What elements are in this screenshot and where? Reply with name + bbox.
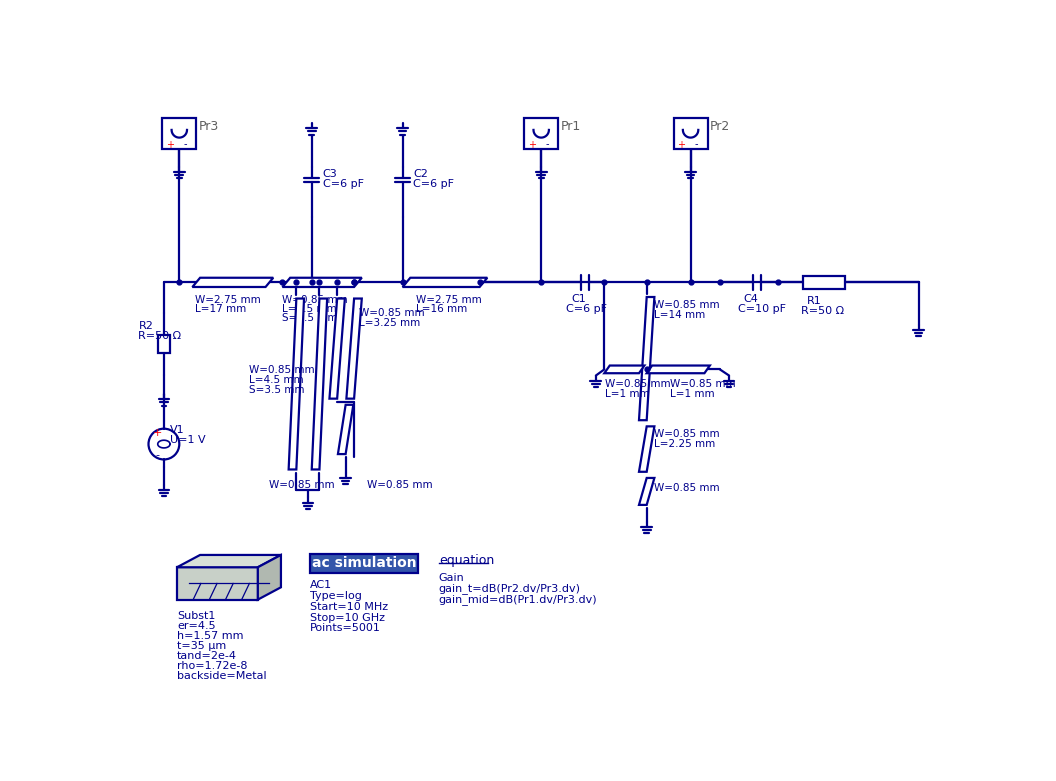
Text: W=0.85 mm: W=0.85 mm [282, 294, 348, 305]
Text: Pr3: Pr3 [199, 120, 219, 133]
Text: W=0.85 mm: W=0.85 mm [655, 483, 720, 494]
Text: R=50 Ω: R=50 Ω [138, 331, 182, 341]
Text: W=0.85 mm: W=0.85 mm [269, 480, 335, 490]
Text: gain_mid=dB(Pr1.dv/Pr3.dv): gain_mid=dB(Pr1.dv/Pr3.dv) [439, 594, 598, 605]
Text: R2: R2 [138, 321, 153, 331]
Polygon shape [329, 298, 345, 398]
Text: backside=Metal: backside=Metal [177, 671, 266, 681]
Text: Stop=10 GHz: Stop=10 GHz [310, 613, 385, 622]
Text: L=14 mm: L=14 mm [655, 310, 705, 320]
Polygon shape [282, 278, 362, 287]
Text: Pr2: Pr2 [710, 120, 730, 133]
Text: W=0.85 mm: W=0.85 mm [670, 379, 735, 389]
Bar [163, 119, 196, 149]
Text: tand=2e-4: tand=2e-4 [177, 651, 237, 662]
Text: er=4.5: er=4.5 [177, 621, 215, 631]
Text: C=6 pF: C=6 pF [322, 179, 363, 189]
Text: S=3.5 mm: S=3.5 mm [282, 313, 338, 323]
Polygon shape [346, 298, 362, 398]
Text: C3: C3 [322, 169, 337, 179]
Polygon shape [646, 366, 710, 373]
Text: L=17 mm: L=17 mm [194, 304, 246, 314]
Text: L=6.5 mm: L=6.5 mm [282, 304, 337, 314]
Bar [524, 119, 559, 149]
Text: C4: C4 [743, 294, 758, 304]
Text: gain_t=dB(Pr2.dv/Pr3.dv): gain_t=dB(Pr2.dv/Pr3.dv) [439, 583, 581, 594]
Text: t=35 μm: t=35 μm [177, 641, 226, 651]
Text: +: + [166, 140, 174, 149]
Text: V1: V1 [170, 425, 185, 435]
Text: -: - [695, 140, 698, 149]
Polygon shape [192, 278, 274, 287]
Text: L=1 mm: L=1 mm [605, 389, 649, 398]
Text: Points=5001: Points=5001 [310, 623, 381, 633]
Text: W=0.85 mm: W=0.85 mm [655, 300, 720, 310]
Text: +: + [153, 428, 163, 438]
Text: Gain: Gain [439, 572, 465, 583]
Text: C1: C1 [571, 294, 586, 304]
Text: h=1.57 mm: h=1.57 mm [177, 631, 244, 641]
Bar [310, 555, 418, 572]
Text: U=1 V: U=1 V [170, 435, 206, 445]
Text: L=3.25 mm: L=3.25 mm [359, 318, 420, 328]
Text: -: - [546, 140, 549, 149]
Polygon shape [639, 297, 655, 420]
Text: R=50 Ω: R=50 Ω [802, 306, 845, 316]
Text: W=2.75 mm: W=2.75 mm [194, 294, 261, 305]
Text: W=2.75 mm: W=2.75 mm [416, 294, 482, 305]
Text: L=16 mm: L=16 mm [416, 304, 467, 314]
Text: W=0.85 mm: W=0.85 mm [248, 365, 315, 375]
Text: +: + [528, 140, 536, 149]
Bar [803, 276, 846, 288]
Polygon shape [312, 298, 327, 469]
Text: R1: R1 [807, 296, 822, 306]
Text: -: - [155, 450, 159, 460]
Text: C2: C2 [413, 169, 429, 179]
Polygon shape [258, 555, 281, 600]
Text: W=0.85 mm: W=0.85 mm [655, 430, 720, 440]
Text: Subst1: Subst1 [177, 612, 215, 621]
Polygon shape [639, 478, 655, 505]
Text: Pr1: Pr1 [561, 120, 581, 133]
Text: W=0.85 mm: W=0.85 mm [367, 480, 433, 490]
Text: rho=1.72e-8: rho=1.72e-8 [177, 662, 247, 671]
Text: C=6 pF: C=6 pF [413, 179, 454, 189]
Text: +: + [677, 140, 685, 149]
Polygon shape [338, 405, 354, 454]
Text: W=0.85 mm: W=0.85 mm [605, 379, 671, 389]
Text: C=10 pF: C=10 pF [737, 304, 786, 314]
Polygon shape [604, 366, 644, 373]
Text: ac simulation: ac simulation [312, 556, 416, 570]
Text: W=0.85 mm: W=0.85 mm [359, 308, 426, 318]
Text: Start=10 MHz: Start=10 MHz [310, 602, 389, 612]
Bar [157, 335, 170, 353]
Text: C=6 pF: C=6 pF [566, 304, 607, 314]
Text: L=4.5 mm: L=4.5 mm [248, 375, 303, 385]
Polygon shape [288, 298, 304, 469]
Text: L=2.25 mm: L=2.25 mm [655, 440, 716, 449]
Text: AC1: AC1 [310, 580, 333, 590]
Polygon shape [177, 555, 281, 567]
Text: L=1 mm: L=1 mm [670, 389, 715, 398]
Text: Type=log: Type=log [310, 591, 362, 601]
Polygon shape [639, 426, 655, 472]
Polygon shape [402, 278, 487, 287]
Text: equation: equation [439, 555, 494, 567]
Text: -: - [184, 140, 187, 149]
Bar [177, 567, 258, 600]
Text: S=3.5 mm: S=3.5 mm [248, 385, 304, 394]
Bar [674, 119, 708, 149]
